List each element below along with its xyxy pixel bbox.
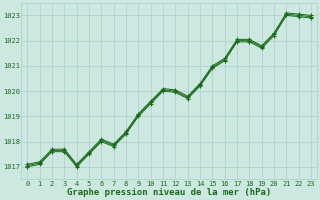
X-axis label: Graphe pression niveau de la mer (hPa): Graphe pression niveau de la mer (hPa)	[67, 188, 271, 197]
